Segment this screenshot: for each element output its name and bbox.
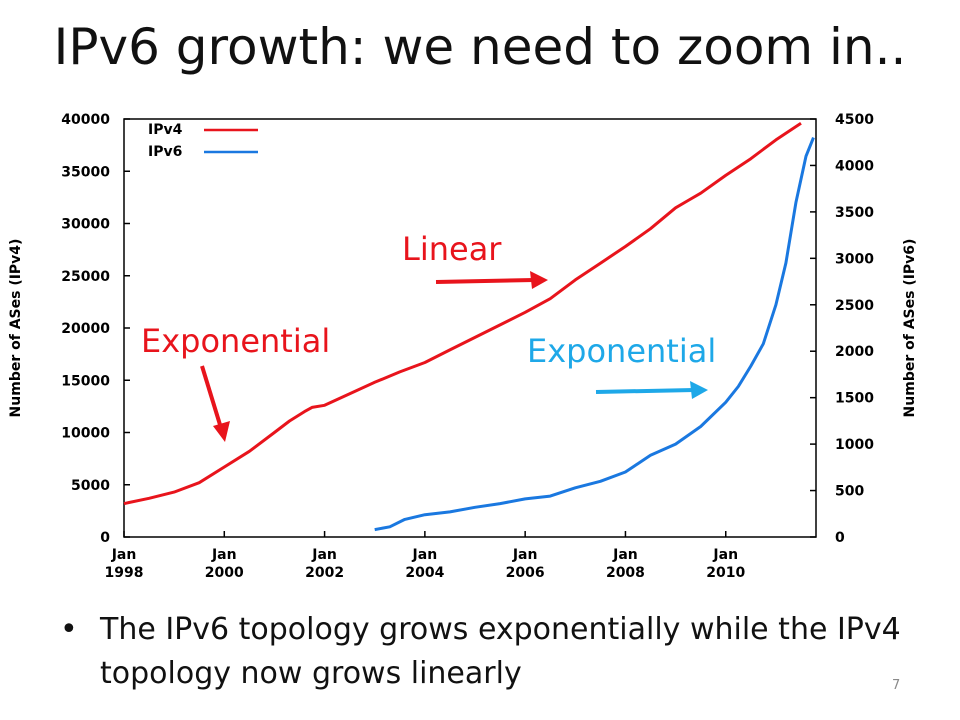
- y-ticks-right: 0 500 1000 1500 2000 2500 3000 3500 4000 4500: [810, 112, 874, 546]
- x-tick-label-month: Jan: [412, 547, 438, 563]
- y-tick-label-right: 2000: [835, 344, 874, 360]
- slide-number: 7: [892, 678, 901, 693]
- x-tick-label-year: 2008: [606, 565, 645, 581]
- y-tick-label-right: 3000: [835, 251, 874, 267]
- series-layer: [123, 121, 815, 532]
- y-tick-label-left: 5000: [71, 478, 110, 494]
- y-tick-label-left: 15000: [61, 373, 110, 389]
- y-tick-label-left: 10000: [61, 426, 110, 442]
- y-tick-label-right: 2500: [835, 298, 874, 314]
- y-axis-title-right: Number of ASes (IPv6): [902, 239, 918, 418]
- x-tick-label-month: Jan: [111, 547, 137, 563]
- y-tick-label-left: 25000: [61, 269, 110, 285]
- annotation-exponential-ipv6: Exponential: [527, 332, 716, 370]
- x-ticks: Jan 1998 Jan 2000 Jan 2002 Jan 2004 Jan 2006 Jan 20…: [105, 531, 745, 581]
- y-tick-label-right: 500: [835, 484, 864, 500]
- bullet-dot: •: [60, 612, 78, 647]
- y-tick-label-right: 0: [835, 530, 845, 546]
- y-tick-label-left: 35000: [61, 164, 110, 180]
- y-tick-label-left: 0: [100, 530, 110, 546]
- x-tick-label-month: Jan: [512, 547, 538, 563]
- legend-label-ipv6: IPv6: [148, 144, 182, 160]
- x-tick-label-year: 2000: [205, 565, 244, 581]
- y-tick-label-right: 1500: [835, 391, 874, 407]
- x-tick-label-month: Jan: [311, 547, 337, 563]
- series-line-ipv6: [374, 137, 815, 532]
- chart: 0500010000150002000025000300003500040000…: [8, 112, 918, 581]
- slide-title: IPv6 growth: we need to zoom in..: [53, 18, 907, 76]
- arrow-exponential-ipv4: [200, 365, 230, 442]
- y-axis-title-left: Number of ASes (IPv4): [8, 239, 24, 418]
- series-line-ipv4: [123, 121, 802, 506]
- x-tick-label-month: Jan: [612, 547, 638, 563]
- x-tick-label-year: 2002: [305, 565, 344, 581]
- x-tick-label-month: Jan: [712, 547, 738, 563]
- x-tick-label-month: Jan: [211, 547, 237, 563]
- x-tick-label-year: 2004: [405, 565, 444, 581]
- y-tick-label-left: 30000: [61, 217, 110, 233]
- x-tick-label-year: 1998: [105, 565, 144, 581]
- arrow-linear: [435, 271, 548, 289]
- annotation-linear: Linear: [402, 230, 502, 268]
- legend-label-ipv4: IPv4: [148, 122, 183, 138]
- annotation-exponential-ipv4: Exponential: [141, 322, 330, 360]
- x-tick-label-year: 2006: [506, 565, 545, 581]
- x-tick-label-year: 2010: [706, 565, 745, 581]
- legend: IPv4 IPv6: [148, 122, 258, 160]
- bullet-text: The IPv6 topology grows exponentially wh…: [100, 612, 901, 691]
- y-ticks-left: 0 5000 10000 15000 20000 25000 30000 35000 40000: [61, 112, 130, 546]
- y-tick-label-left: 20000: [61, 321, 110, 337]
- y-tick-label-right: 3500: [835, 205, 874, 221]
- y-tick-label-right: 1000: [835, 437, 874, 453]
- bullet-point: • The IPv6 topology grows exponentially …: [60, 608, 920, 696]
- y-tick-label-right: 4000: [835, 158, 874, 174]
- arrow-exponential-ipv6: [595, 381, 708, 399]
- y-tick-label-right: 4500: [835, 112, 874, 128]
- y-tick-label-left: 40000: [61, 112, 110, 128]
